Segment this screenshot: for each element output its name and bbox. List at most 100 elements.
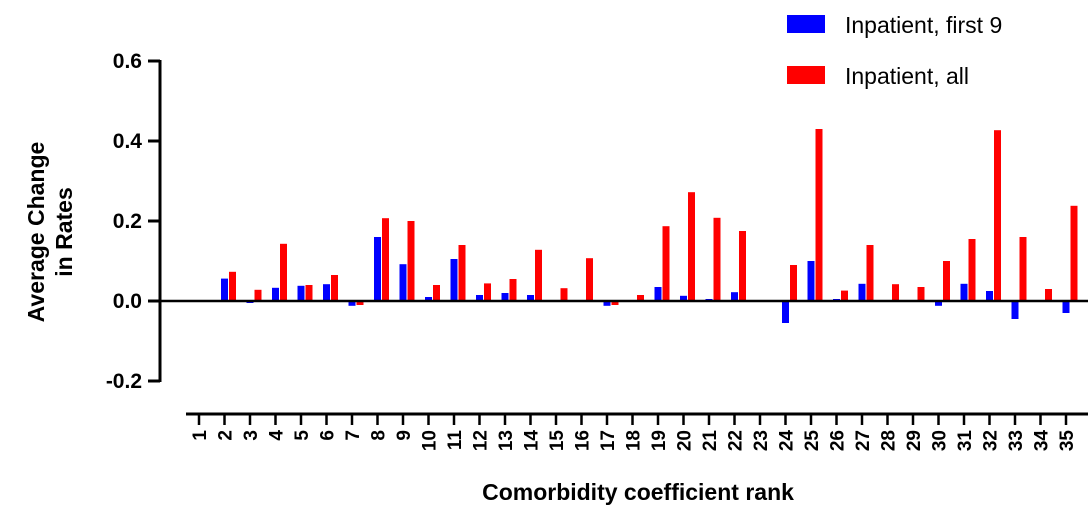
y-tick-label: 0.6 <box>113 50 142 73</box>
x-tick-label: 23 <box>751 430 772 451</box>
x-axis: 1 2 3 4 5 6 7 8 9 10 11 12 13 14 15 16 17 18 19 20 21 22 23 24 2… <box>186 412 1088 452</box>
bar-inpatient-first-9 <box>960 283 968 301</box>
x-tick-label: 10 <box>420 430 441 451</box>
bar-inpatient-all <box>254 289 262 301</box>
x-tick-label: 12 <box>471 430 492 451</box>
y-tick-label: 0.2 <box>113 210 142 233</box>
x-tick-label: 33 <box>1006 430 1027 451</box>
bar-inpatient-all <box>305 285 313 301</box>
x-tick-label: 19 <box>649 430 670 451</box>
x-tick-label: 34 <box>1032 430 1053 452</box>
bar-inpatient-all <box>382 218 389 301</box>
bar-inpatient-all <box>509 279 517 301</box>
bar-inpatient-all <box>815 129 823 301</box>
bar-inpatient-all <box>968 239 976 301</box>
x-tick-label: 14 <box>522 430 543 452</box>
bar-inpatient-first-9 <box>807 261 815 301</box>
legend-label-inpatient-first-9: Inpatient, first 9 <box>845 12 1002 38</box>
bar-inpatient-all <box>535 249 542 301</box>
bar-inpatient-all <box>229 271 236 301</box>
y-tick-label: -0.2 <box>106 370 142 393</box>
bar-inpatient-all <box>1070 205 1078 301</box>
legend-label-inpatient-all: Inpatient, all <box>845 63 969 89</box>
bar-inpatient-first-9 <box>731 292 738 301</box>
x-tick-label: 6 <box>318 430 339 441</box>
x-tick-label: 16 <box>573 430 594 451</box>
y-axis-title-line2: in Rates <box>51 187 77 276</box>
bar-inpatient-all <box>662 226 670 301</box>
bar-inpatient-first-9 <box>425 297 432 301</box>
bar-inpatient-first-9 <box>272 287 279 301</box>
bar-inpatient-first-9 <box>297 285 305 301</box>
x-tick-label: 15 <box>547 430 568 452</box>
bar-inpatient-all <box>611 301 619 305</box>
bar-inpatient-first-9 <box>450 259 458 301</box>
x-tick-label: 21 <box>700 430 721 452</box>
bar-inpatient-all <box>586 258 593 301</box>
bar-inpatient-all <box>433 285 440 301</box>
x-tick-label: 31 <box>955 430 976 452</box>
bar-inpatient-all <box>713 217 721 301</box>
bar-inpatient-all <box>917 287 925 301</box>
bar-inpatient-all <box>484 283 491 301</box>
x-tick-label: 29 <box>904 430 925 451</box>
bar-inpatient-all <box>637 295 644 301</box>
bar-inpatient-first-9 <box>1011 301 1019 319</box>
legend-swatch-inpatient-all <box>787 66 825 84</box>
bar-inpatient-all <box>356 301 364 305</box>
x-tick-label: 8 <box>369 430 390 441</box>
bar-inpatient-all <box>790 265 797 301</box>
x-tick-label: 13 <box>496 430 517 451</box>
x-tick-label: 11 <box>445 430 466 451</box>
x-tick-label: 9 <box>394 430 415 441</box>
x-tick-label: 1 <box>190 430 211 441</box>
bar-inpatient-first-9 <box>654 287 662 301</box>
y-axis-title-line1: Average Change <box>23 142 49 323</box>
bar-inpatient-first-9 <box>782 301 789 323</box>
bar-inpatient-all <box>1045 289 1052 301</box>
bar-inpatient-first-9 <box>935 301 942 306</box>
bar-inpatient-all <box>688 192 695 301</box>
bar-inpatient-all <box>407 221 415 301</box>
bar-inpatient-first-9 <box>603 301 611 306</box>
bar-inpatient-first-9 <box>501 293 509 301</box>
x-tick-label: 17 <box>598 430 619 451</box>
x-tick-label: 20 <box>675 430 696 451</box>
x-tick-label: 27 <box>853 430 874 451</box>
bar-inpatient-first-9 <box>323 284 330 301</box>
x-tick-label: 4 <box>267 430 288 441</box>
y-axis: -0.2 0.0 0.2 0.4 0.6 <box>106 50 162 393</box>
y-tick-label: 0.4 <box>113 130 143 153</box>
x-tick-label: 26 <box>828 430 849 451</box>
x-tick-label: 25 <box>802 430 823 452</box>
y-tick-label: 0.0 <box>113 290 142 313</box>
bar-inpatient-all <box>866 245 874 301</box>
x-tick-label: 30 <box>930 430 951 451</box>
x-tick-label: 2 <box>216 430 237 441</box>
bar-inpatient-first-9 <box>680 295 687 301</box>
bar-inpatient-all <box>1019 237 1027 301</box>
bar-inpatient-all <box>280 243 287 301</box>
x-tick-label: 5 <box>292 430 313 441</box>
x-tick-label: 18 <box>624 430 645 451</box>
x-axis-title: Comorbidity coefficient rank <box>482 479 794 505</box>
bar-inpatient-all <box>943 261 950 301</box>
bar-inpatient-all <box>458 245 466 301</box>
bar-inpatient-all <box>892 284 899 301</box>
bar-inpatient-first-9 <box>221 278 228 301</box>
x-tick-label: 7 <box>343 430 364 441</box>
legend-swatch-inpatient-first-9 <box>787 15 825 33</box>
bar-inpatient-all <box>994 130 1001 301</box>
x-tick-label: 35 <box>1057 430 1078 452</box>
bar-inpatient-first-9 <box>986 291 993 301</box>
bar-inpatient-all <box>841 290 848 301</box>
bar-inpatient-all <box>739 231 746 301</box>
x-tick-label: 22 <box>726 430 747 451</box>
bars <box>221 129 1078 323</box>
x-tick-label: 3 <box>241 430 262 441</box>
bar-inpatient-first-9 <box>476 295 483 301</box>
legend: Inpatient, first 9 Inpatient, all <box>787 12 1002 89</box>
bar-inpatient-first-9 <box>348 301 356 306</box>
